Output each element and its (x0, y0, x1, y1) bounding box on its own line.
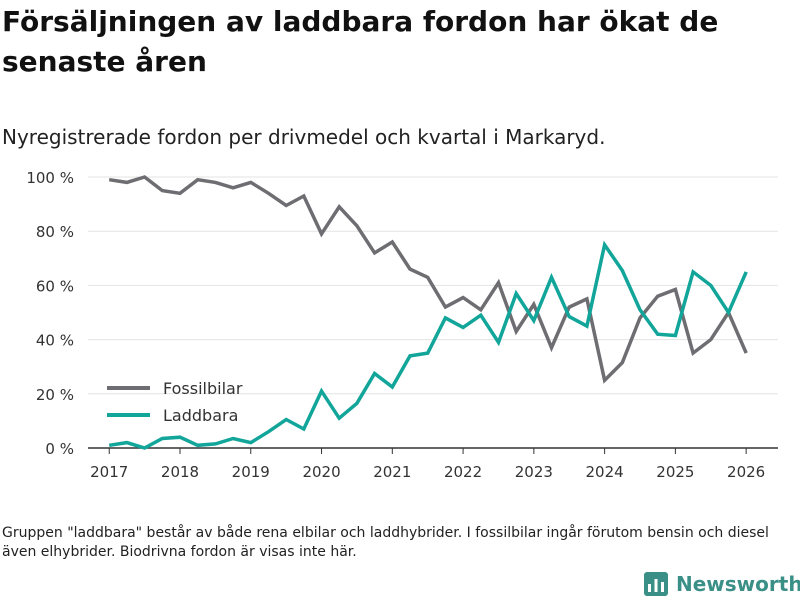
x-tick-label: 2021 (373, 463, 411, 481)
x-axis: 2017 2018 2019 2020 2021 2022 2023 2024 2025 2026 (88, 447, 778, 481)
y-tick-label: 20 % (36, 386, 74, 404)
x-tick-label: 2025 (656, 463, 694, 481)
bar-chart-icon (644, 572, 668, 596)
y-tick-label: 80 % (36, 223, 74, 241)
brand-name: Newsworthy (676, 572, 800, 596)
grid-layer (88, 176, 778, 395)
x-tick-label: 2026 (727, 463, 765, 481)
y-tick-label: 40 % (36, 332, 74, 350)
series-layer (108, 175, 748, 450)
footnote: Gruppen "laddbara" består av både rena e… (2, 525, 769, 560)
chart-subtitle: Nyregistrerade fordon per drivmedel och … (2, 125, 606, 149)
x-tick-label: 2024 (586, 463, 624, 481)
legend: Fossilbilar Laddbara (107, 379, 243, 425)
x-tick-label: 2017 (90, 463, 128, 481)
series-line-laddbara (108, 240, 748, 450)
x-tick-label: 2022 (444, 463, 482, 481)
x-tick-label: 2023 (515, 463, 553, 481)
newsworthy-logo: Newsworthy (644, 568, 800, 600)
y-tick-label: 60 % (36, 277, 74, 295)
x-tick-label: 2019 (232, 463, 270, 481)
y-axis-labels: 0 % 20 % 40 % 60 % 80 % 100 % (26, 169, 74, 458)
legend-label: Fossilbilar (163, 379, 243, 398)
y-tick-label: 100 % (26, 169, 74, 187)
legend-label: Laddbara (163, 406, 238, 425)
y-tick-label: 0 % (45, 440, 74, 458)
x-tick-label: 2018 (161, 463, 199, 481)
x-tick-label: 2020 (302, 463, 340, 481)
series-line-fossilbilar (108, 175, 748, 384)
chart-title: Försäljningen av laddbara fordon har öka… (2, 5, 719, 78)
line-chart: 0 % 20 % 40 % 60 % 80 % 100 % 2017 2018 2019 202… (26, 169, 778, 481)
